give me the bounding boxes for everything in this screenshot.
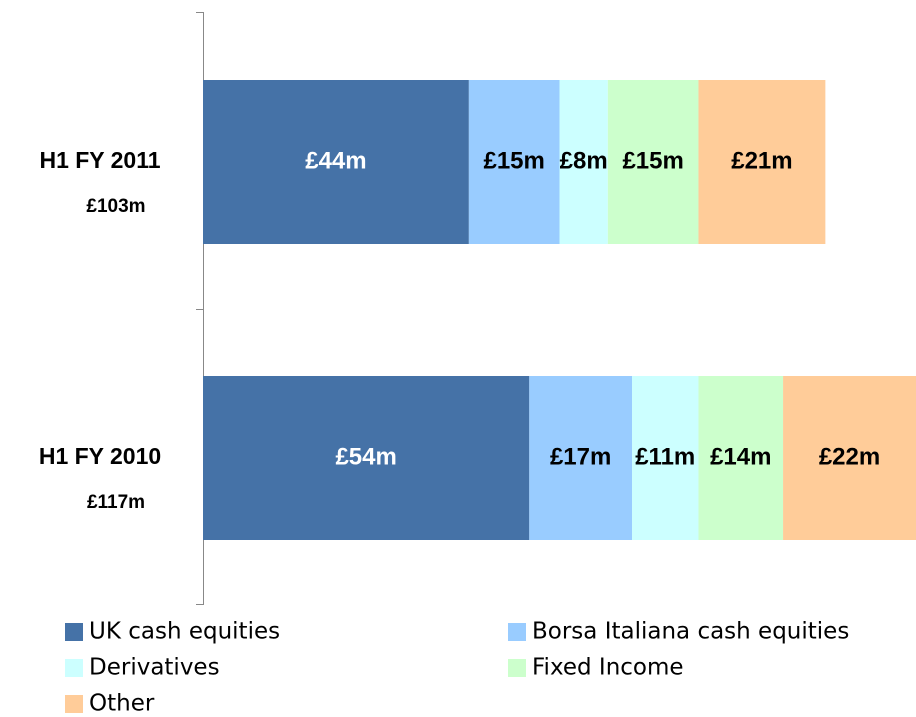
category-total: £117m xyxy=(87,492,145,513)
category-label: H1 FY 2011 xyxy=(39,147,160,173)
value-label: £44m xyxy=(305,147,366,174)
value-label: £15m xyxy=(622,147,683,174)
value-label: £21m xyxy=(731,147,792,174)
bar-segment xyxy=(529,376,633,540)
bar-segment xyxy=(698,80,826,244)
legend-swatch xyxy=(65,695,83,713)
bar-segment xyxy=(698,376,784,540)
value-label: £11m xyxy=(635,443,695,470)
bar-segment xyxy=(203,376,530,540)
bar-segment xyxy=(783,376,916,540)
category-label: H1 FY 2010 xyxy=(39,443,161,469)
legend-label: Other xyxy=(89,691,155,717)
value-label: £17m xyxy=(550,443,611,470)
value-label: £54m xyxy=(335,443,396,470)
legend-label: Fixed Income xyxy=(532,655,684,681)
legend-swatch xyxy=(508,659,526,677)
bar-segment xyxy=(632,376,699,540)
legend-label: Derivatives xyxy=(89,655,220,681)
value-label: £22m xyxy=(819,443,880,470)
legend-swatch xyxy=(65,623,83,641)
legend-swatch xyxy=(508,623,526,641)
bar-segment xyxy=(607,80,699,244)
value-label: £8m xyxy=(560,147,608,174)
legend-label: UK cash equities xyxy=(89,619,280,645)
axis xyxy=(196,12,204,605)
category-total: £103m xyxy=(86,196,145,217)
bar-segment xyxy=(203,80,469,244)
bar-segment xyxy=(559,80,608,244)
legend-swatch xyxy=(65,659,83,677)
value-label: £15m xyxy=(483,147,544,174)
bar-segment xyxy=(468,80,560,244)
legend-label: Borsa Italiana cash equities xyxy=(532,619,849,645)
value-label: £14m xyxy=(710,443,771,470)
